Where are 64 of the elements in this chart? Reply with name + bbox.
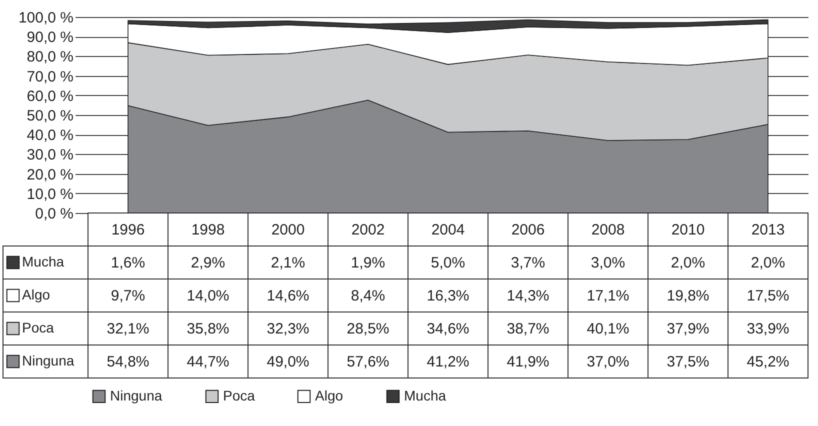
data-label: 3,7% [510,254,546,272]
data-label: 40,1% [586,320,630,338]
data-label: 41,9% [506,354,550,370]
x-tick-label: 2013 [751,222,785,238]
data-label: 1,6% [110,254,146,272]
x-tick-label: 2000 [271,222,305,238]
data-label: 38,7% [506,320,550,338]
x-tick-label: 2006 [511,222,545,238]
data-label: 41,2% [426,354,470,370]
data-label: 2,1% [270,254,306,272]
data-label: 17,5% [746,288,790,304]
data-label: 9,7% [110,288,146,304]
x-tick-label: 1998 [191,222,225,238]
y-tick-label: 0,0 % [35,206,74,222]
data-label: 28,5% [346,320,390,338]
data-label: 44,7% [186,354,230,370]
y-tick-label: 90,0 % [26,29,74,46]
y-tick-label: 70,0 % [26,68,74,86]
y-tick-label: 10,0 % [26,186,74,203]
x-tick-label: 2010 [671,222,705,238]
y-tick-label: 50,0 % [26,108,74,124]
x-tick-label: 2002 [351,222,385,238]
data-label: 32,1% [106,320,150,338]
data-label: 35,8% [186,320,230,338]
y-tick-label: 20,0 % [26,166,74,184]
data-label: 33,9% [746,320,790,338]
text: Poca [223,387,255,404]
data-label: 17,1% [586,288,630,304]
data-label: 49,0% [266,354,310,370]
data-label: 37,0% [586,354,630,370]
data-label: 57,6% [346,354,390,370]
y-tick-label: 30,0 % [26,146,74,164]
data-label: 5,0% [430,254,466,272]
data-label: 34,6% [426,320,470,338]
data-label: 37,9% [666,320,710,338]
data-label: 14,0% [186,288,230,304]
data-label: 2,0% [670,254,706,272]
x-tick-label: 2004 [431,222,465,238]
data-label: 2,9% [190,254,226,272]
data-label: 54,8% [106,354,150,370]
data-label: 2,0% [750,254,786,272]
y-tick-label: 80,0 % [26,48,74,66]
legend-label: Poca [22,320,54,336]
legend-label: Mucha [22,254,64,270]
data-label: 45,2% [746,354,790,370]
text: Ninguna [110,387,162,404]
legend-label: Algo [22,286,50,302]
data-label: 19,8% [666,288,710,304]
y-tick-label: 40,0 % [26,127,74,144]
data-label: 14,3% [506,288,550,304]
data-label: 37,5% [666,354,710,370]
y-tick-label: 100,0 % [18,10,74,26]
data-label: 3,0% [590,254,626,272]
x-tick-label: 1996 [111,222,145,238]
data-label: 14,6% [266,288,310,304]
text: Mucha [404,387,446,404]
y-tick-label: 60,0 % [26,88,74,105]
data-label: 32,3% [266,320,310,338]
legend-label: Ninguna [22,352,74,368]
data-label: 16,3% [426,288,470,304]
data-label: 8,4% [350,288,386,304]
data-label: 1,9% [350,254,386,272]
text: Algo [315,387,344,404]
x-tick-label: 2008 [591,222,625,238]
